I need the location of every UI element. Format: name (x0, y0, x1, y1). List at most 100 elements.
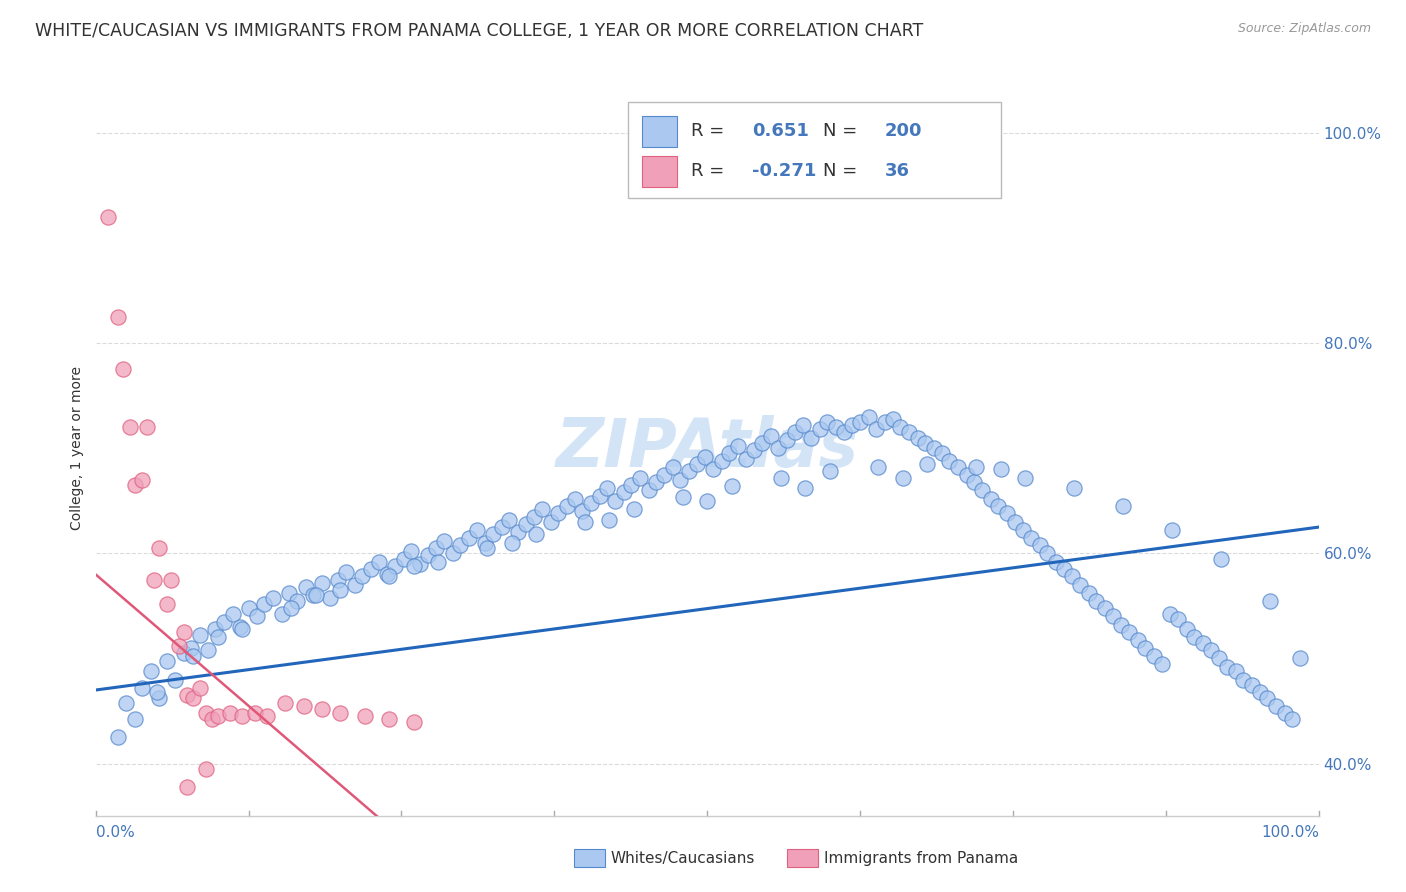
Point (121, 835, 143, 849)
Point (907, 431, 929, 445)
Point (1109, 617, 1132, 632)
Point (1029, 538, 1052, 552)
Point (295, 580, 318, 594)
Point (588, 489, 610, 503)
Point (326, 573, 349, 587)
Point (769, 471, 792, 485)
Point (1199, 643, 1222, 657)
Point (107, 731, 129, 745)
Point (571, 504, 593, 518)
Text: N =: N = (824, 162, 858, 180)
Point (465, 523, 488, 537)
Point (963, 475, 986, 489)
Text: 0.651: 0.651 (752, 122, 810, 140)
Point (980, 491, 1002, 506)
Point (1191, 636, 1213, 650)
Point (292, 698, 315, 713)
Point (955, 467, 977, 482)
Point (270, 607, 292, 622)
Point (598, 513, 620, 527)
Point (475, 541, 498, 555)
Point (868, 460, 890, 475)
Point (654, 467, 676, 482)
Point (277, 586, 299, 600)
Point (353, 709, 375, 723)
Point (491, 520, 513, 534)
Text: Whites/Caucasians: Whites/Caucasians (610, 851, 755, 865)
Point (143, 573, 166, 587)
Point (547, 507, 569, 521)
Point (506, 525, 529, 540)
Point (662, 460, 685, 475)
Point (360, 562, 382, 576)
Point (1045, 555, 1067, 569)
Point (319, 591, 342, 605)
Point (672, 490, 695, 504)
Point (882, 412, 904, 426)
Point (311, 702, 333, 716)
Point (231, 709, 253, 723)
Point (1118, 625, 1140, 640)
Point (305, 589, 328, 603)
Point (555, 499, 578, 513)
Point (204, 622, 226, 636)
Point (605, 493, 627, 508)
Text: Immigrants from Panama: Immigrants from Panama (824, 851, 1018, 865)
Point (800, 431, 823, 445)
Point (183, 691, 205, 706)
Point (501, 536, 523, 550)
Text: WHITE/CAUCASIAN VS IMMIGRANTS FROM PANAMA COLLEGE, 1 YEAR OR MORE CORRELATION CH: WHITE/CAUCASIAN VS IMMIGRANTS FROM PANAM… (35, 22, 924, 40)
Y-axis label: College, 1 year or more: College, 1 year or more (70, 367, 84, 530)
Point (107, 310, 129, 324)
Point (329, 706, 352, 721)
Point (1167, 611, 1189, 625)
Point (280, 601, 302, 615)
Point (1208, 651, 1230, 665)
Point (1274, 706, 1296, 721)
Text: -0.271: -0.271 (752, 162, 817, 180)
Point (375, 567, 398, 582)
Point (818, 464, 841, 478)
Text: R =: R = (692, 162, 730, 180)
Point (207, 631, 229, 645)
Point (399, 544, 422, 558)
Point (1182, 631, 1205, 645)
Point (776, 433, 799, 447)
Point (148, 691, 170, 706)
Point (808, 422, 831, 436)
Text: R =: R = (692, 122, 730, 140)
Point (1265, 698, 1288, 713)
Point (402, 714, 425, 729)
Point (378, 569, 401, 583)
Point (1036, 546, 1059, 560)
Point (498, 513, 520, 527)
Text: N =: N = (824, 122, 858, 140)
Point (720, 479, 742, 493)
Point (329, 583, 352, 598)
Point (841, 418, 863, 433)
Point (97, 210, 120, 224)
Point (1112, 499, 1135, 513)
Point (696, 493, 718, 508)
Point (201, 713, 224, 727)
Point (531, 502, 554, 516)
Point (173, 625, 195, 640)
Point (1152, 657, 1174, 671)
Point (155, 597, 177, 611)
Point (515, 516, 537, 531)
Point (865, 422, 887, 436)
Point (686, 457, 709, 471)
Point (824, 420, 846, 434)
Point (482, 527, 505, 541)
Point (794, 481, 817, 495)
Point (231, 622, 253, 636)
Point (131, 473, 153, 487)
Bar (643, 156, 676, 186)
Point (564, 491, 586, 506)
Point (425, 541, 447, 555)
Point (274, 696, 297, 710)
Point (574, 515, 596, 529)
Point (972, 483, 994, 498)
Point (751, 436, 773, 450)
Point (441, 546, 464, 560)
